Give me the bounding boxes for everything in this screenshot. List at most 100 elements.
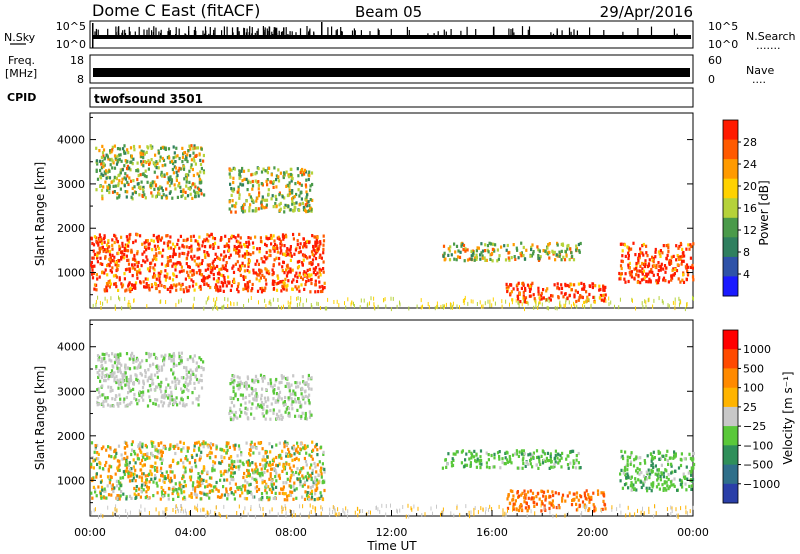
data-cell	[310, 262, 313, 267]
data-cell	[314, 268, 317, 272]
data-cell	[306, 298, 307, 303]
data-cell	[670, 261, 673, 265]
data-cell	[206, 493, 209, 498]
data-cell	[180, 491, 183, 495]
nsky-spike	[243, 28, 246, 36]
data-cell	[265, 179, 268, 183]
data-cell	[123, 472, 126, 476]
data-cell	[169, 286, 172, 290]
data-cell	[163, 393, 166, 397]
data-cell	[619, 472, 622, 476]
data-cell	[156, 235, 159, 239]
data-cell	[292, 374, 295, 378]
data-cell	[281, 284, 284, 288]
data-cell	[569, 461, 572, 465]
data-cell	[237, 387, 240, 391]
data-cell	[92, 485, 95, 489]
data-cell	[131, 479, 134, 483]
data-cell	[591, 285, 594, 290]
data-cell	[146, 453, 149, 458]
data-cell	[106, 396, 109, 400]
data-cell	[230, 168, 233, 172]
data-cell	[542, 249, 545, 253]
data-cell	[645, 251, 648, 255]
data-cell	[485, 465, 489, 469]
nsky-spike	[513, 32, 515, 36]
data-cell	[236, 246, 239, 250]
data-cell	[605, 298, 607, 303]
data-cell	[158, 448, 161, 453]
data-cell	[296, 242, 299, 247]
data-cell	[536, 492, 539, 496]
nsky-spike	[238, 31, 240, 36]
data-cell	[281, 265, 284, 269]
data-cell	[491, 251, 494, 255]
data-cell	[178, 181, 181, 185]
nsky-spike	[151, 30, 153, 36]
data-cell	[97, 457, 100, 461]
data-cell	[532, 451, 535, 455]
data-cell	[122, 470, 125, 474]
data-cell	[111, 145, 114, 149]
data-cell	[195, 441, 198, 445]
data-cell	[602, 288, 605, 292]
data-cell	[645, 304, 647, 309]
data-cell	[136, 250, 139, 254]
nsky-spike	[134, 31, 136, 36]
data-cell	[656, 468, 659, 472]
data-cell	[230, 234, 233, 238]
data-cell	[173, 151, 176, 155]
data-cell	[320, 472, 323, 476]
data-cell	[203, 492, 206, 496]
data-cell	[489, 299, 491, 304]
data-cell	[213, 237, 217, 241]
data-cell	[164, 278, 167, 282]
data-cell	[655, 279, 658, 283]
data-cell	[235, 249, 238, 253]
data-cell	[202, 360, 205, 364]
data-cell	[183, 365, 186, 370]
data-cell	[164, 163, 167, 167]
nsky-spike	[128, 26, 130, 36]
data-cell	[106, 484, 109, 488]
data-cell	[162, 363, 166, 367]
data-cell	[305, 381, 308, 385]
data-cell	[248, 279, 251, 284]
data-cell	[269, 378, 272, 382]
data-cell	[99, 474, 102, 478]
data-cell	[280, 413, 283, 417]
data-cell	[620, 259, 623, 263]
data-cell	[514, 452, 517, 456]
data-cell	[275, 256, 278, 260]
data-cell	[297, 458, 300, 462]
data-cell	[657, 449, 660, 453]
data-cell	[260, 397, 263, 401]
data-cell	[261, 407, 265, 411]
data-cell	[645, 300, 647, 305]
data-cell	[141, 242, 144, 246]
data-cell	[258, 300, 259, 305]
data-cell	[484, 301, 486, 306]
data-cell	[541, 461, 545, 465]
data-cell	[240, 208, 244, 212]
data-cell	[230, 284, 233, 288]
data-cell	[222, 274, 225, 278]
data-cell	[652, 481, 655, 485]
data-cell	[105, 169, 108, 173]
data-cell	[524, 307, 525, 312]
data-cell	[165, 300, 167, 304]
data-cell	[251, 241, 255, 245]
data-cell	[117, 444, 121, 448]
data-cell	[232, 381, 235, 385]
data-cell	[523, 300, 526, 304]
data-cell	[118, 244, 121, 248]
data-cell	[102, 445, 105, 449]
data-cell	[236, 375, 239, 379]
data-cell	[305, 451, 308, 455]
data-cell	[181, 390, 184, 394]
data-cell	[193, 144, 196, 148]
data-cell	[202, 159, 205, 163]
data-cell	[152, 239, 155, 243]
data-cell	[471, 251, 474, 255]
